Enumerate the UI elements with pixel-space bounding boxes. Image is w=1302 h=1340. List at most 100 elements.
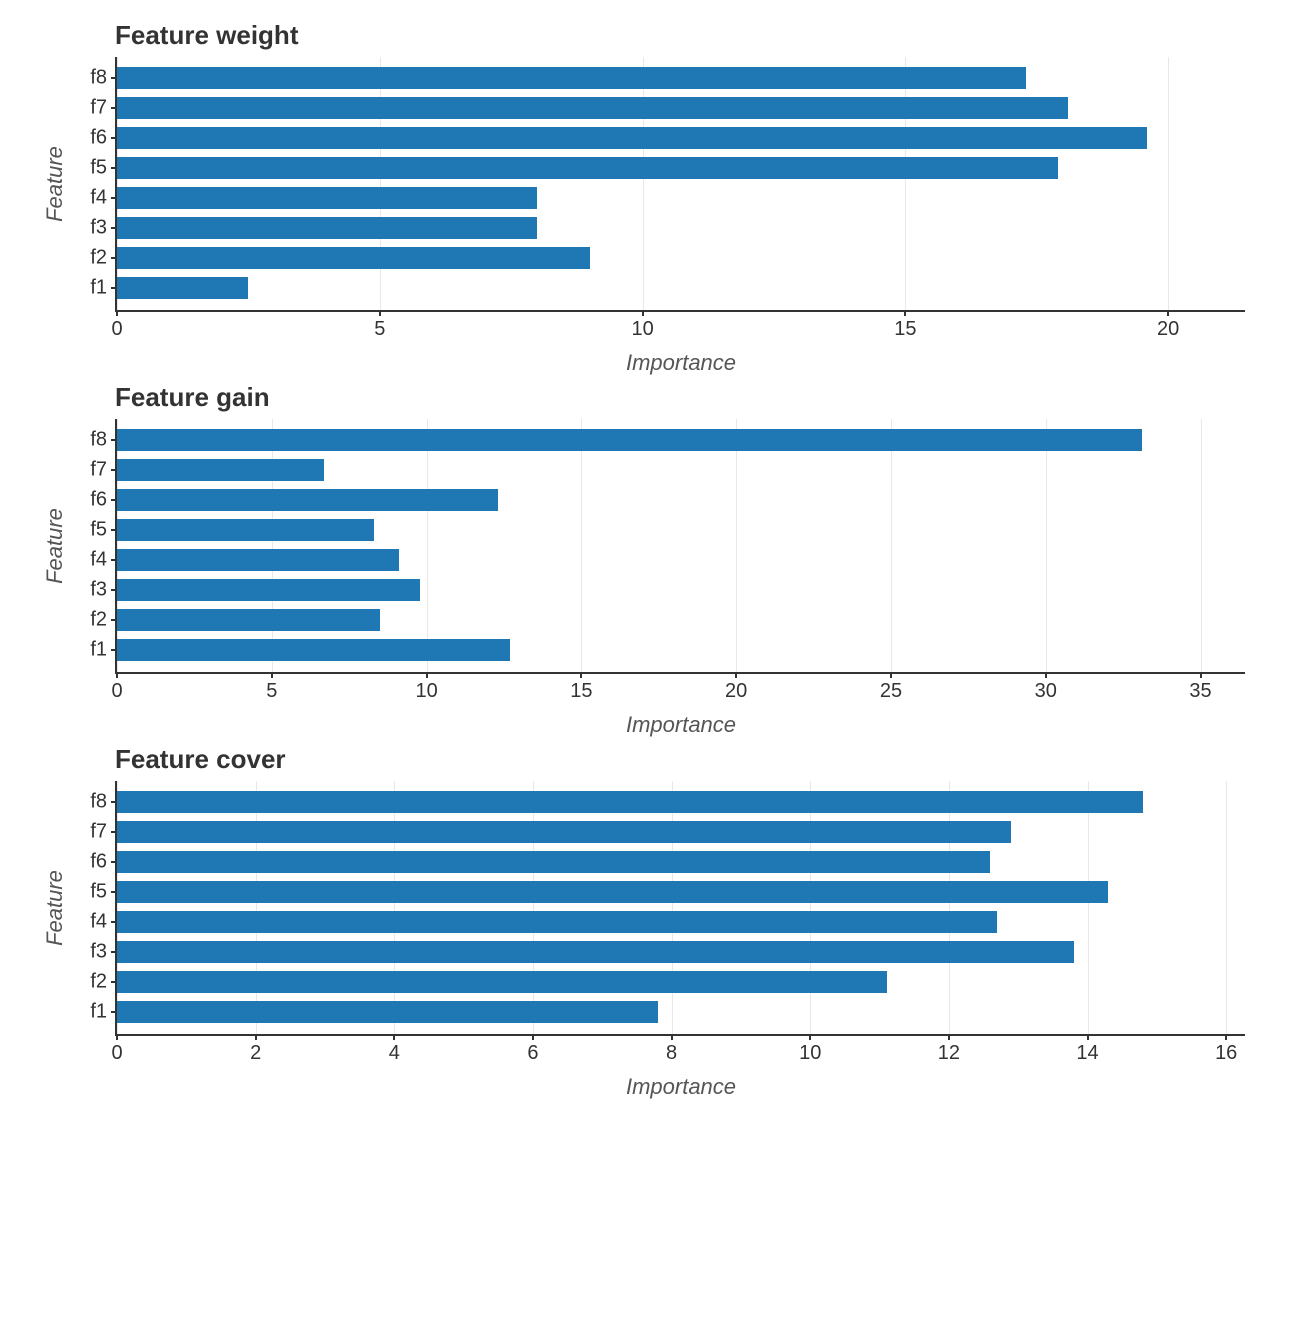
chart-feature-cover: Feature cover 0246810121416f8f7f6f5f4f3f2… (40, 744, 1262, 1036)
bar-row (117, 609, 380, 631)
y-tick-label: f6 (90, 127, 107, 150)
bar-row (117, 489, 498, 511)
bar (117, 639, 510, 661)
bar (117, 579, 420, 601)
x-tick-mark (1167, 310, 1169, 316)
y-tick-label: f6 (90, 851, 107, 874)
x-axis-title: Importance (626, 350, 736, 376)
bar-row (117, 67, 1026, 89)
bar (117, 881, 1108, 903)
grid-line (380, 57, 381, 310)
chart-title: Feature cover (115, 744, 1262, 775)
x-tick-mark (116, 672, 118, 678)
x-tick-label: 15 (894, 318, 916, 341)
bar (117, 429, 1142, 451)
grid-line (891, 419, 892, 672)
page-root: Feature weight05101520f8f7f6f5f4f3f2f1Im… (0, 0, 1302, 1146)
bar-row (117, 277, 248, 299)
bar-row (117, 851, 990, 873)
bar (117, 217, 537, 239)
x-tick-mark (271, 672, 273, 678)
bar-row (117, 127, 1147, 149)
x-tick-label: 35 (1189, 680, 1211, 703)
chart-frame: 0246810121416f8f7f6f5f4f3f2f1ImportanceF… (115, 781, 1262, 1036)
bar (117, 609, 380, 631)
bar-row (117, 791, 1143, 813)
x-tick-label: 30 (1035, 680, 1057, 703)
x-tick-mark (809, 1034, 811, 1040)
plot-area: 0246810121416f8f7f6f5f4f3f2f1ImportanceF… (115, 781, 1245, 1036)
bar-row (117, 549, 399, 571)
x-tick-label: 0 (111, 1042, 122, 1065)
x-tick-label: 2 (250, 1042, 261, 1065)
y-tick-label: f5 (90, 881, 107, 904)
y-tick-label: f8 (90, 791, 107, 814)
bar-row (117, 579, 420, 601)
y-tick-label: f4 (90, 911, 107, 934)
y-tick-label: f2 (90, 247, 107, 270)
bar-row (117, 97, 1068, 119)
bar (117, 821, 1011, 843)
x-tick-mark (393, 1034, 395, 1040)
x-tick-mark (904, 310, 906, 316)
plot-area: 05101520f8f7f6f5f4f3f2f1ImportanceFeatur… (115, 57, 1245, 312)
bar (117, 459, 324, 481)
x-axis-title: Importance (626, 712, 736, 738)
grid-line (1046, 419, 1047, 672)
y-tick-label: f8 (90, 429, 107, 452)
chart-feature-gain: Feature gain 05101520253035f8f7f6f5f4f3f2… (40, 382, 1262, 674)
grid-line (1201, 419, 1202, 672)
x-tick-label: 5 (374, 318, 385, 341)
grid-line (905, 57, 906, 310)
x-tick-label: 5 (266, 680, 277, 703)
bar-row (117, 971, 887, 993)
y-tick-label: f4 (90, 549, 107, 572)
x-tick-label: 4 (389, 1042, 400, 1065)
chart-title: Feature gain (115, 382, 1262, 413)
chart-frame: 05101520253035f8f7f6f5f4f3f2f1Importance… (115, 419, 1262, 674)
bar (117, 549, 399, 571)
bar (117, 187, 537, 209)
y-tick-label: f5 (90, 519, 107, 542)
bar (117, 489, 498, 511)
x-tick-label: 10 (799, 1042, 821, 1065)
x-tick-mark (580, 672, 582, 678)
bar (117, 941, 1074, 963)
y-tick-label: f5 (90, 157, 107, 180)
grid-line (117, 57, 118, 310)
x-tick-label: 10 (415, 680, 437, 703)
x-tick-mark (532, 1034, 534, 1040)
grid-line (427, 419, 428, 672)
bar (117, 911, 997, 933)
bar (117, 67, 1026, 89)
bar-row (117, 187, 537, 209)
bar-row (117, 429, 1142, 451)
grid-line (1168, 57, 1169, 310)
y-tick-label: f7 (90, 97, 107, 120)
x-tick-label: 20 (725, 680, 747, 703)
bar (117, 971, 887, 993)
bar-row (117, 941, 1074, 963)
x-tick-mark (1225, 1034, 1227, 1040)
grid-line (272, 419, 273, 672)
bar-row (117, 459, 324, 481)
x-tick-label: 8 (666, 1042, 677, 1065)
x-tick-label: 14 (1076, 1042, 1098, 1065)
bar (117, 247, 590, 269)
grid-line (533, 781, 534, 1034)
x-tick-label: 6 (527, 1042, 538, 1065)
y-tick-label: f1 (90, 1001, 107, 1024)
x-tick-label: 0 (111, 318, 122, 341)
bar (117, 97, 1068, 119)
x-tick-mark (642, 310, 644, 316)
bar (117, 127, 1147, 149)
x-tick-label: 16 (1215, 1042, 1237, 1065)
grid-line (256, 781, 257, 1034)
bar-row (117, 157, 1058, 179)
bar (117, 791, 1143, 813)
y-tick-label: f7 (90, 459, 107, 482)
x-tick-mark (948, 1034, 950, 1040)
x-tick-label: 25 (880, 680, 902, 703)
grid-line (949, 781, 950, 1034)
bar-row (117, 639, 510, 661)
